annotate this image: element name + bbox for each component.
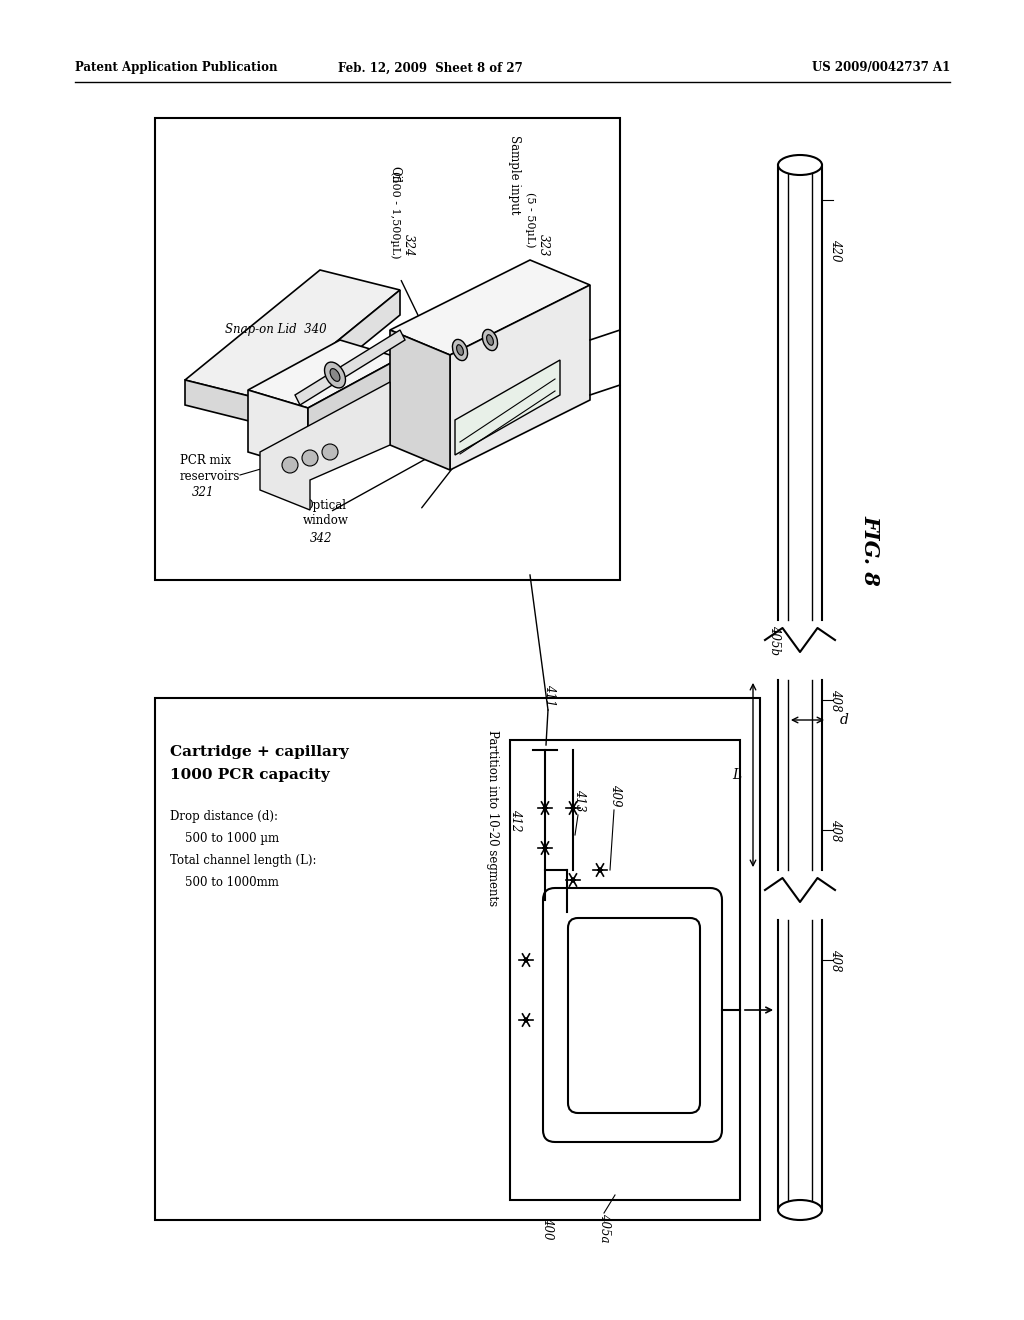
- Text: 324: 324: [401, 234, 415, 256]
- Text: Snap-on Lid  340: Snap-on Lid 340: [225, 323, 327, 337]
- Text: Total channel length (L):: Total channel length (L):: [170, 854, 316, 867]
- Polygon shape: [450, 285, 590, 470]
- Ellipse shape: [778, 154, 822, 176]
- Text: Oil: Oil: [388, 166, 401, 183]
- Text: 408: 408: [829, 689, 843, 711]
- Polygon shape: [455, 360, 560, 455]
- Text: 420: 420: [829, 239, 843, 261]
- Ellipse shape: [482, 330, 498, 351]
- Text: 321: 321: [193, 487, 214, 499]
- Text: Optical: Optical: [303, 499, 346, 511]
- Polygon shape: [185, 271, 400, 400]
- Text: Drop distance (d):: Drop distance (d):: [170, 810, 278, 822]
- Text: 411: 411: [544, 684, 556, 706]
- Polygon shape: [248, 341, 400, 408]
- Text: (500 - 1,500µL): (500 - 1,500µL): [390, 172, 400, 259]
- Text: 323: 323: [537, 234, 550, 256]
- Text: 405b: 405b: [768, 624, 781, 655]
- Polygon shape: [295, 330, 406, 405]
- Polygon shape: [248, 389, 308, 470]
- Ellipse shape: [778, 1200, 822, 1220]
- Text: d: d: [840, 713, 849, 727]
- Polygon shape: [260, 381, 390, 510]
- Text: Cartridge + capillary: Cartridge + capillary: [170, 744, 349, 759]
- Polygon shape: [390, 330, 450, 470]
- Text: L: L: [732, 768, 741, 781]
- Circle shape: [282, 457, 298, 473]
- Text: 409: 409: [609, 784, 623, 807]
- Polygon shape: [185, 380, 265, 425]
- Bar: [155, 698, 760, 1220]
- Text: US 2009/0042737 A1: US 2009/0042737 A1: [812, 62, 950, 74]
- Text: 400: 400: [542, 1217, 555, 1239]
- Text: 342: 342: [310, 532, 333, 544]
- Ellipse shape: [486, 335, 494, 346]
- Ellipse shape: [457, 345, 464, 355]
- Text: 413: 413: [573, 789, 587, 812]
- Circle shape: [302, 450, 318, 466]
- Text: 405a: 405a: [598, 1213, 611, 1242]
- Text: FIG. 8: FIG. 8: [860, 515, 880, 585]
- Text: Sample input: Sample input: [509, 136, 521, 215]
- Polygon shape: [390, 260, 590, 355]
- Ellipse shape: [453, 339, 468, 360]
- Ellipse shape: [330, 368, 340, 381]
- Polygon shape: [308, 358, 400, 470]
- Text: 1000 PCR capacity: 1000 PCR capacity: [170, 768, 330, 781]
- Text: PCR mix: PCR mix: [180, 454, 231, 466]
- Text: reservoirs: reservoirs: [180, 470, 241, 483]
- Text: 408: 408: [829, 818, 843, 841]
- Text: window: window: [303, 515, 349, 528]
- Ellipse shape: [325, 362, 345, 388]
- Text: 408: 408: [829, 949, 843, 972]
- Text: 500 to 1000mm: 500 to 1000mm: [185, 876, 279, 888]
- Text: Patent Application Publication: Patent Application Publication: [75, 62, 278, 74]
- Text: (5 - 50µL): (5 - 50µL): [524, 193, 536, 248]
- Polygon shape: [265, 290, 400, 425]
- Text: Partition into 10-20 segments: Partition into 10-20 segments: [486, 730, 500, 906]
- Circle shape: [322, 444, 338, 459]
- Bar: [155, 117, 620, 579]
- Text: 412: 412: [510, 809, 522, 832]
- Bar: [510, 741, 740, 1200]
- Text: Feb. 12, 2009  Sheet 8 of 27: Feb. 12, 2009 Sheet 8 of 27: [338, 62, 522, 74]
- Text: 500 to 1000 µm: 500 to 1000 µm: [185, 832, 280, 845]
